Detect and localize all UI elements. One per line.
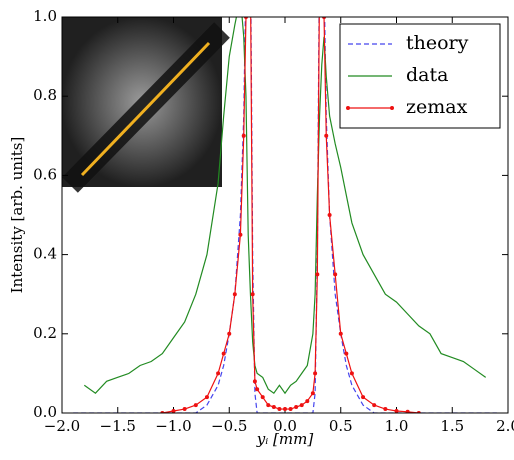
series-marker <box>344 351 349 356</box>
series-marker <box>288 407 293 412</box>
series-marker <box>260 395 265 400</box>
y-tick-label: 0.0 <box>33 403 57 421</box>
x-tick-label: 0.0 <box>273 417 297 435</box>
series-marker <box>232 292 237 297</box>
series-marker <box>394 409 399 413</box>
series-marker <box>216 371 221 376</box>
x-tick-label: −1.5 <box>100 417 136 435</box>
legend-marker <box>390 106 394 110</box>
plot-frame <box>61 16 509 414</box>
series-marker <box>171 409 176 413</box>
x-tick-label: 1.0 <box>385 417 409 435</box>
y-tick-label: 0.4 <box>33 245 57 263</box>
plot-area <box>73 17 497 413</box>
x-tick-label: 2.0 <box>496 417 514 435</box>
x-tick-label: 1.5 <box>440 417 464 435</box>
series-marker <box>252 379 257 384</box>
series-marker <box>338 331 343 336</box>
series-marker <box>241 133 246 138</box>
series-marker <box>283 407 287 412</box>
series-marker <box>238 232 243 237</box>
series-marker <box>361 395 366 400</box>
series-marker <box>327 213 332 217</box>
series-line <box>83 17 487 395</box>
series-marker <box>372 403 377 408</box>
series-marker <box>305 399 310 404</box>
series-marker <box>299 403 304 408</box>
series-marker <box>315 272 320 277</box>
y-axis-label: Intensity [arb. units] <box>8 137 26 294</box>
series-marker <box>310 391 315 396</box>
y-tick-label: 1.0 <box>33 7 57 25</box>
legend-label: data <box>406 64 448 86</box>
series-marker <box>383 407 388 412</box>
legend-label: zemax <box>406 96 468 118</box>
y-tick-label: 0.8 <box>33 86 57 104</box>
series-marker <box>405 409 410 413</box>
legend-marker <box>346 106 350 110</box>
series-marker <box>294 405 299 410</box>
x-tick-label: −2.0 <box>44 417 80 435</box>
y-tick-label: 0.2 <box>33 324 57 342</box>
series-marker <box>266 403 271 408</box>
series-marker <box>313 371 318 376</box>
y-tick-label: 0.6 <box>33 165 57 183</box>
series-marker <box>324 133 329 138</box>
x-tick-label: 0.5 <box>329 417 353 435</box>
series-marker <box>204 395 209 400</box>
series-marker <box>221 351 226 356</box>
series-marker <box>193 403 198 408</box>
series-marker <box>349 371 354 376</box>
x-tick-label: −0.5 <box>211 417 247 435</box>
series-marker <box>271 405 276 410</box>
series-marker <box>255 387 260 392</box>
x-tick-label: −1.0 <box>155 417 191 435</box>
series-marker <box>250 292 255 297</box>
legend-label: theory <box>406 32 469 54</box>
series-marker <box>182 407 187 412</box>
series-marker <box>227 331 232 336</box>
series-marker <box>333 272 338 277</box>
series-marker <box>277 407 282 412</box>
inset-image <box>62 17 230 193</box>
x-axis-label: yᵢ [mm] <box>256 430 314 448</box>
series-line <box>162 17 419 413</box>
